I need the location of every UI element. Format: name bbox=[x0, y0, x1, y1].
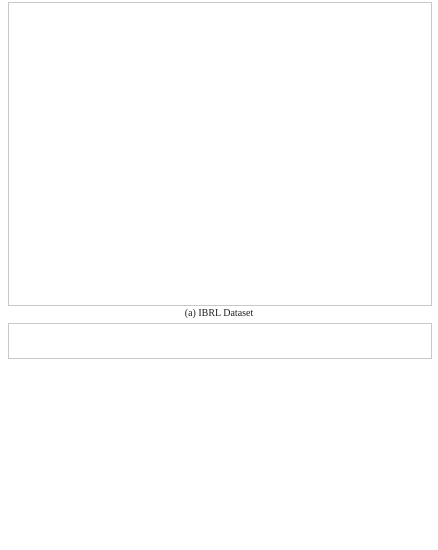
caption-ibrl: (a) IBRL Dataset bbox=[184, 308, 254, 319]
ibrl-chart bbox=[9, 3, 431, 305]
chart-panel-luce bbox=[8, 323, 432, 359]
chart-panel-ibrl bbox=[8, 2, 432, 306]
